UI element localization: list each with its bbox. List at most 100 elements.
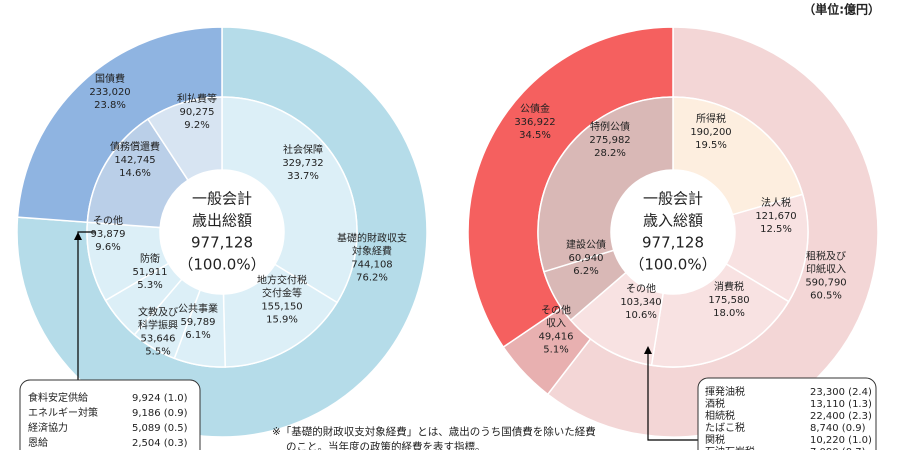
detail-name: 恩給: [28, 436, 48, 449]
slice-label: 93,879: [91, 229, 126, 240]
slice-label: 60.5%: [810, 291, 842, 302]
callout-arrow: [644, 346, 652, 354]
slice-label: 対象経費: [352, 245, 392, 258]
detail-box: [19, 379, 201, 450]
detail-name: 酒税: [705, 397, 725, 410]
center-label: 977,128: [191, 234, 253, 252]
detail-value: 7,090 (0.7): [810, 447, 866, 450]
slice-label: 23.8%: [94, 100, 126, 111]
slice-label: 債務償還費: [110, 140, 160, 153]
slice-label: 所得税: [696, 112, 726, 125]
slice-label: 公債金: [520, 102, 550, 115]
slice-label: 法人税: [761, 196, 791, 209]
slice-label: 76.2%: [356, 273, 388, 284]
detail-value: 10,220 (1.0): [810, 435, 872, 446]
slice-label: 国債費: [95, 72, 125, 85]
slice-label: 90,275: [180, 107, 215, 118]
slice-label: 59,789: [181, 317, 216, 328]
slice-label: 公共事業: [178, 302, 218, 315]
slice-label: 60,940: [569, 253, 604, 264]
detail-value: 5,089 (0.5): [132, 423, 188, 434]
center-label: 977,128: [642, 234, 704, 252]
detail-value: 13,110 (1.3): [810, 399, 872, 410]
slice-label: 49,416: [539, 332, 574, 343]
slice-label: 175,580: [708, 295, 749, 306]
slice-label: 基礎的財政収支: [337, 232, 407, 245]
slice-label: 590,790: [805, 278, 846, 289]
detail-name: たばこ税: [705, 421, 745, 434]
slice-label: 交付金等: [262, 287, 302, 300]
slice-label: 329,732: [282, 158, 323, 169]
slice-label: 特例公債: [590, 120, 630, 133]
slice-label: 744,108: [351, 260, 392, 271]
detail-box: [697, 377, 877, 450]
slice-label: 12.5%: [760, 224, 792, 235]
slice-label: 5.1%: [543, 345, 568, 356]
unit: （単位:億円）: [803, 2, 880, 17]
detail-name: 揮発油税: [705, 385, 745, 398]
detail-value: 9,186 (0.9): [132, 408, 188, 419]
slice-label: 14.6%: [119, 168, 151, 179]
detail-value: 2,504 (0.3): [132, 438, 188, 449]
slice-label: 103,340: [620, 297, 661, 308]
slice-label: 地方交付税: [257, 274, 307, 287]
slice-label: その他: [541, 304, 571, 317]
slice-label: 5.5%: [145, 347, 170, 358]
center-label: （100.0%）: [178, 256, 265, 274]
slice-label: 文教及び: [138, 306, 178, 319]
slice-label: 9.2%: [184, 120, 209, 131]
detail-value: 9,924 (1.0): [132, 393, 188, 404]
slice-label: 科学振興: [138, 319, 178, 332]
center-label: 歳入総額: [643, 212, 703, 230]
slice-label: 336,922: [514, 117, 555, 128]
slice-label: 6.1%: [185, 330, 210, 341]
slice-label: 利払費等: [177, 92, 217, 105]
center-label: 一般会計: [643, 190, 703, 208]
slice-label: 275,982: [589, 135, 630, 146]
center-label: （100.0%）: [629, 256, 716, 274]
slice-label: 社会保障: [283, 143, 323, 156]
detail-name: 相続税: [705, 409, 735, 422]
slice-label: 租税及び: [806, 250, 846, 263]
slice-label: 28.2%: [594, 148, 626, 159]
slice-label: 233,020: [89, 87, 130, 98]
slice-label: 印紙収入: [806, 263, 846, 276]
slice-label: 収入: [546, 318, 566, 330]
slice-label: 53,646: [141, 334, 176, 345]
slice-label: 10.6%: [625, 310, 657, 321]
slice-label: 建設公債: [566, 238, 606, 251]
slice-label: その他: [626, 282, 656, 295]
center-hole: [160, 170, 284, 294]
detail-value: 8,740 (0.9): [810, 423, 866, 434]
callout-line: [647, 350, 702, 441]
center-label: 歳出総額: [192, 212, 252, 230]
slice-label: 34.5%: [519, 130, 551, 141]
slice-label: 18.0%: [713, 308, 745, 319]
callout-arrow: [74, 232, 82, 240]
detail-name: 関税: [705, 433, 725, 446]
slice-label: 142,745: [114, 155, 155, 166]
slice-label: 6.2%: [573, 266, 598, 277]
rings: [16, 26, 879, 438]
footnote: のこと。当年度の政策的経費を表す指標。: [286, 440, 486, 450]
slice-label: 190,200: [690, 127, 731, 138]
detail-name: 石油石炭税: [705, 445, 755, 450]
slice-label: 19.5%: [695, 140, 727, 151]
detail-name: 食料安定供給: [28, 391, 88, 404]
center-label: 一般会計: [192, 190, 252, 208]
slice-label: 15.9%: [266, 315, 298, 326]
slice-label: 防衛: [140, 252, 160, 265]
detail-name: 経済協力: [28, 421, 68, 434]
slice-label: その他: [93, 214, 123, 227]
slice-label: 5.3%: [137, 280, 162, 291]
detail-value: 23,300 (2.4): [810, 387, 872, 398]
detail-name: エネルギー対策: [28, 406, 98, 419]
detail-value: 22,400 (2.3): [810, 411, 872, 422]
footnote: ※「基礎的財政収支対象経費」とは、歳出のうち国債費を除いた経費: [272, 425, 596, 438]
slice-label: 33.7%: [287, 171, 319, 182]
slice-label: 155,150: [261, 302, 302, 313]
slice-label: 51,911: [133, 267, 168, 278]
slice-label: 消費税: [714, 280, 744, 293]
slice-label: 121,670: [755, 211, 796, 222]
